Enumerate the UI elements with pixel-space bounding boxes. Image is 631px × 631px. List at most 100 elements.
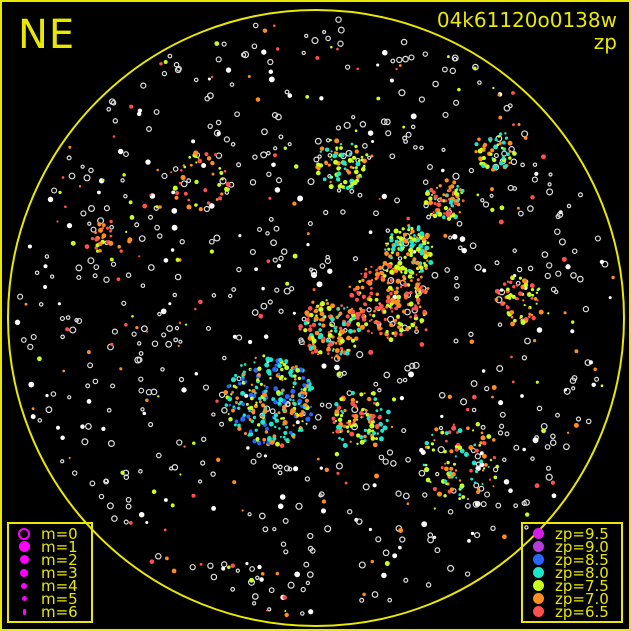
color-swatch-icon bbox=[529, 593, 547, 604]
calibrated-star bbox=[327, 352, 330, 355]
uncalibrated-star bbox=[90, 226, 97, 233]
calibrated-star bbox=[386, 336, 390, 340]
uncalibrated-star bbox=[325, 138, 331, 143]
calibrated-star bbox=[443, 494, 447, 498]
uncalibrated-star bbox=[502, 457, 507, 463]
calibrated-star bbox=[234, 401, 238, 404]
calibrated-star bbox=[233, 407, 237, 410]
calibrated-star bbox=[457, 87, 461, 92]
calibrated-star bbox=[315, 306, 318, 309]
calibrated-star bbox=[356, 322, 361, 326]
calibrated-star bbox=[329, 323, 333, 327]
calibrated-star bbox=[353, 344, 357, 348]
calibrated-star bbox=[243, 431, 248, 436]
calibrated-star bbox=[282, 404, 287, 410]
calibrated-star bbox=[407, 268, 411, 273]
calibrated-star bbox=[420, 288, 426, 294]
uncalibrated-star bbox=[278, 308, 284, 314]
uncalibrated-star bbox=[49, 274, 55, 279]
calibrated-star bbox=[454, 455, 457, 458]
calibrated-star bbox=[257, 366, 262, 371]
calibrated-star bbox=[341, 321, 347, 327]
uncalibrated-star bbox=[489, 193, 494, 198]
calibrated-star bbox=[267, 435, 272, 441]
calibrated-star bbox=[504, 136, 509, 140]
calibrated-star bbox=[456, 198, 460, 202]
calibrated-star bbox=[188, 156, 192, 159]
calibrated-star bbox=[362, 164, 366, 168]
uncalibrated-star bbox=[266, 171, 272, 178]
calibrated-star bbox=[345, 314, 350, 319]
calibrated-star bbox=[418, 261, 423, 266]
calibrated-star bbox=[314, 330, 320, 336]
calibrated-star bbox=[224, 186, 229, 192]
calibrated-star bbox=[253, 367, 259, 373]
uncalibrated-star bbox=[317, 154, 322, 159]
calibrated-star bbox=[354, 149, 359, 154]
uncalibrated-star bbox=[594, 235, 601, 242]
uncalibrated-star bbox=[468, 167, 475, 174]
calibrated-star bbox=[282, 435, 286, 439]
uncalibrated-star bbox=[521, 355, 528, 361]
calibrated-star bbox=[447, 430, 452, 434]
uncalibrated-star bbox=[161, 70, 168, 77]
calibrated-star bbox=[503, 164, 508, 169]
uncalibrated-star bbox=[173, 337, 179, 343]
uncalibrated-star bbox=[501, 150, 508, 157]
calibrated-star bbox=[386, 288, 390, 293]
uncalibrated-star bbox=[556, 211, 564, 218]
calibrated-star bbox=[457, 428, 463, 434]
calibrated-star bbox=[356, 290, 360, 294]
calibrated-star bbox=[250, 396, 254, 401]
uncalibrated-star bbox=[516, 266, 523, 273]
uncalibrated-star bbox=[27, 244, 32, 249]
uncalibrated-star bbox=[208, 238, 215, 245]
calibrated-star bbox=[334, 342, 338, 345]
uncalibrated-star bbox=[386, 449, 394, 456]
calibrated-star bbox=[90, 236, 95, 241]
uncalibrated-star bbox=[284, 89, 290, 95]
calibrated-star bbox=[497, 135, 501, 138]
uncalibrated-star bbox=[377, 388, 382, 393]
uncalibrated-star bbox=[265, 231, 270, 236]
uncalibrated-star bbox=[301, 316, 307, 322]
calibrated-star bbox=[528, 312, 531, 316]
calibrated-star bbox=[210, 75, 214, 79]
calibrated-star bbox=[459, 448, 465, 454]
calibrated-star bbox=[452, 423, 456, 426]
uncalibrated-star bbox=[536, 327, 543, 333]
calibrated-star bbox=[275, 571, 280, 576]
calibrated-star bbox=[529, 283, 535, 289]
uncalibrated-star bbox=[494, 260, 500, 266]
calibrated-star bbox=[375, 409, 379, 413]
calibrated-star bbox=[481, 469, 485, 472]
uncalibrated-star bbox=[306, 242, 310, 247]
calibrated-star bbox=[388, 304, 392, 308]
uncalibrated-star bbox=[146, 126, 152, 132]
uncalibrated-star bbox=[270, 239, 277, 247]
uncalibrated-star bbox=[563, 388, 568, 392]
uncalibrated-star bbox=[306, 571, 314, 578]
uncalibrated-star bbox=[66, 155, 72, 161]
calibrated-star bbox=[217, 182, 222, 187]
uncalibrated-star bbox=[499, 411, 506, 418]
uncalibrated-star bbox=[563, 443, 570, 451]
uncalibrated-star bbox=[206, 92, 214, 100]
calibrated-star bbox=[423, 254, 428, 260]
calibrated-star bbox=[296, 413, 300, 417]
uncalibrated-star bbox=[295, 502, 303, 510]
calibrated-star bbox=[440, 430, 445, 435]
uncalibrated-star bbox=[155, 452, 162, 459]
calibrated-star bbox=[511, 294, 516, 299]
uncalibrated-star bbox=[123, 193, 128, 199]
uncalibrated-star bbox=[314, 137, 322, 145]
uncalibrated-star bbox=[228, 293, 233, 299]
calibrated-star bbox=[230, 377, 237, 383]
calibrated-star bbox=[372, 442, 378, 448]
uncalibrated-star bbox=[471, 407, 477, 413]
uncalibrated-star bbox=[207, 77, 211, 81]
calibrated-star bbox=[175, 257, 180, 262]
calibrated-star bbox=[243, 363, 247, 366]
calibrated-star bbox=[426, 241, 430, 245]
size-legend-entry: m=3 bbox=[15, 564, 85, 582]
